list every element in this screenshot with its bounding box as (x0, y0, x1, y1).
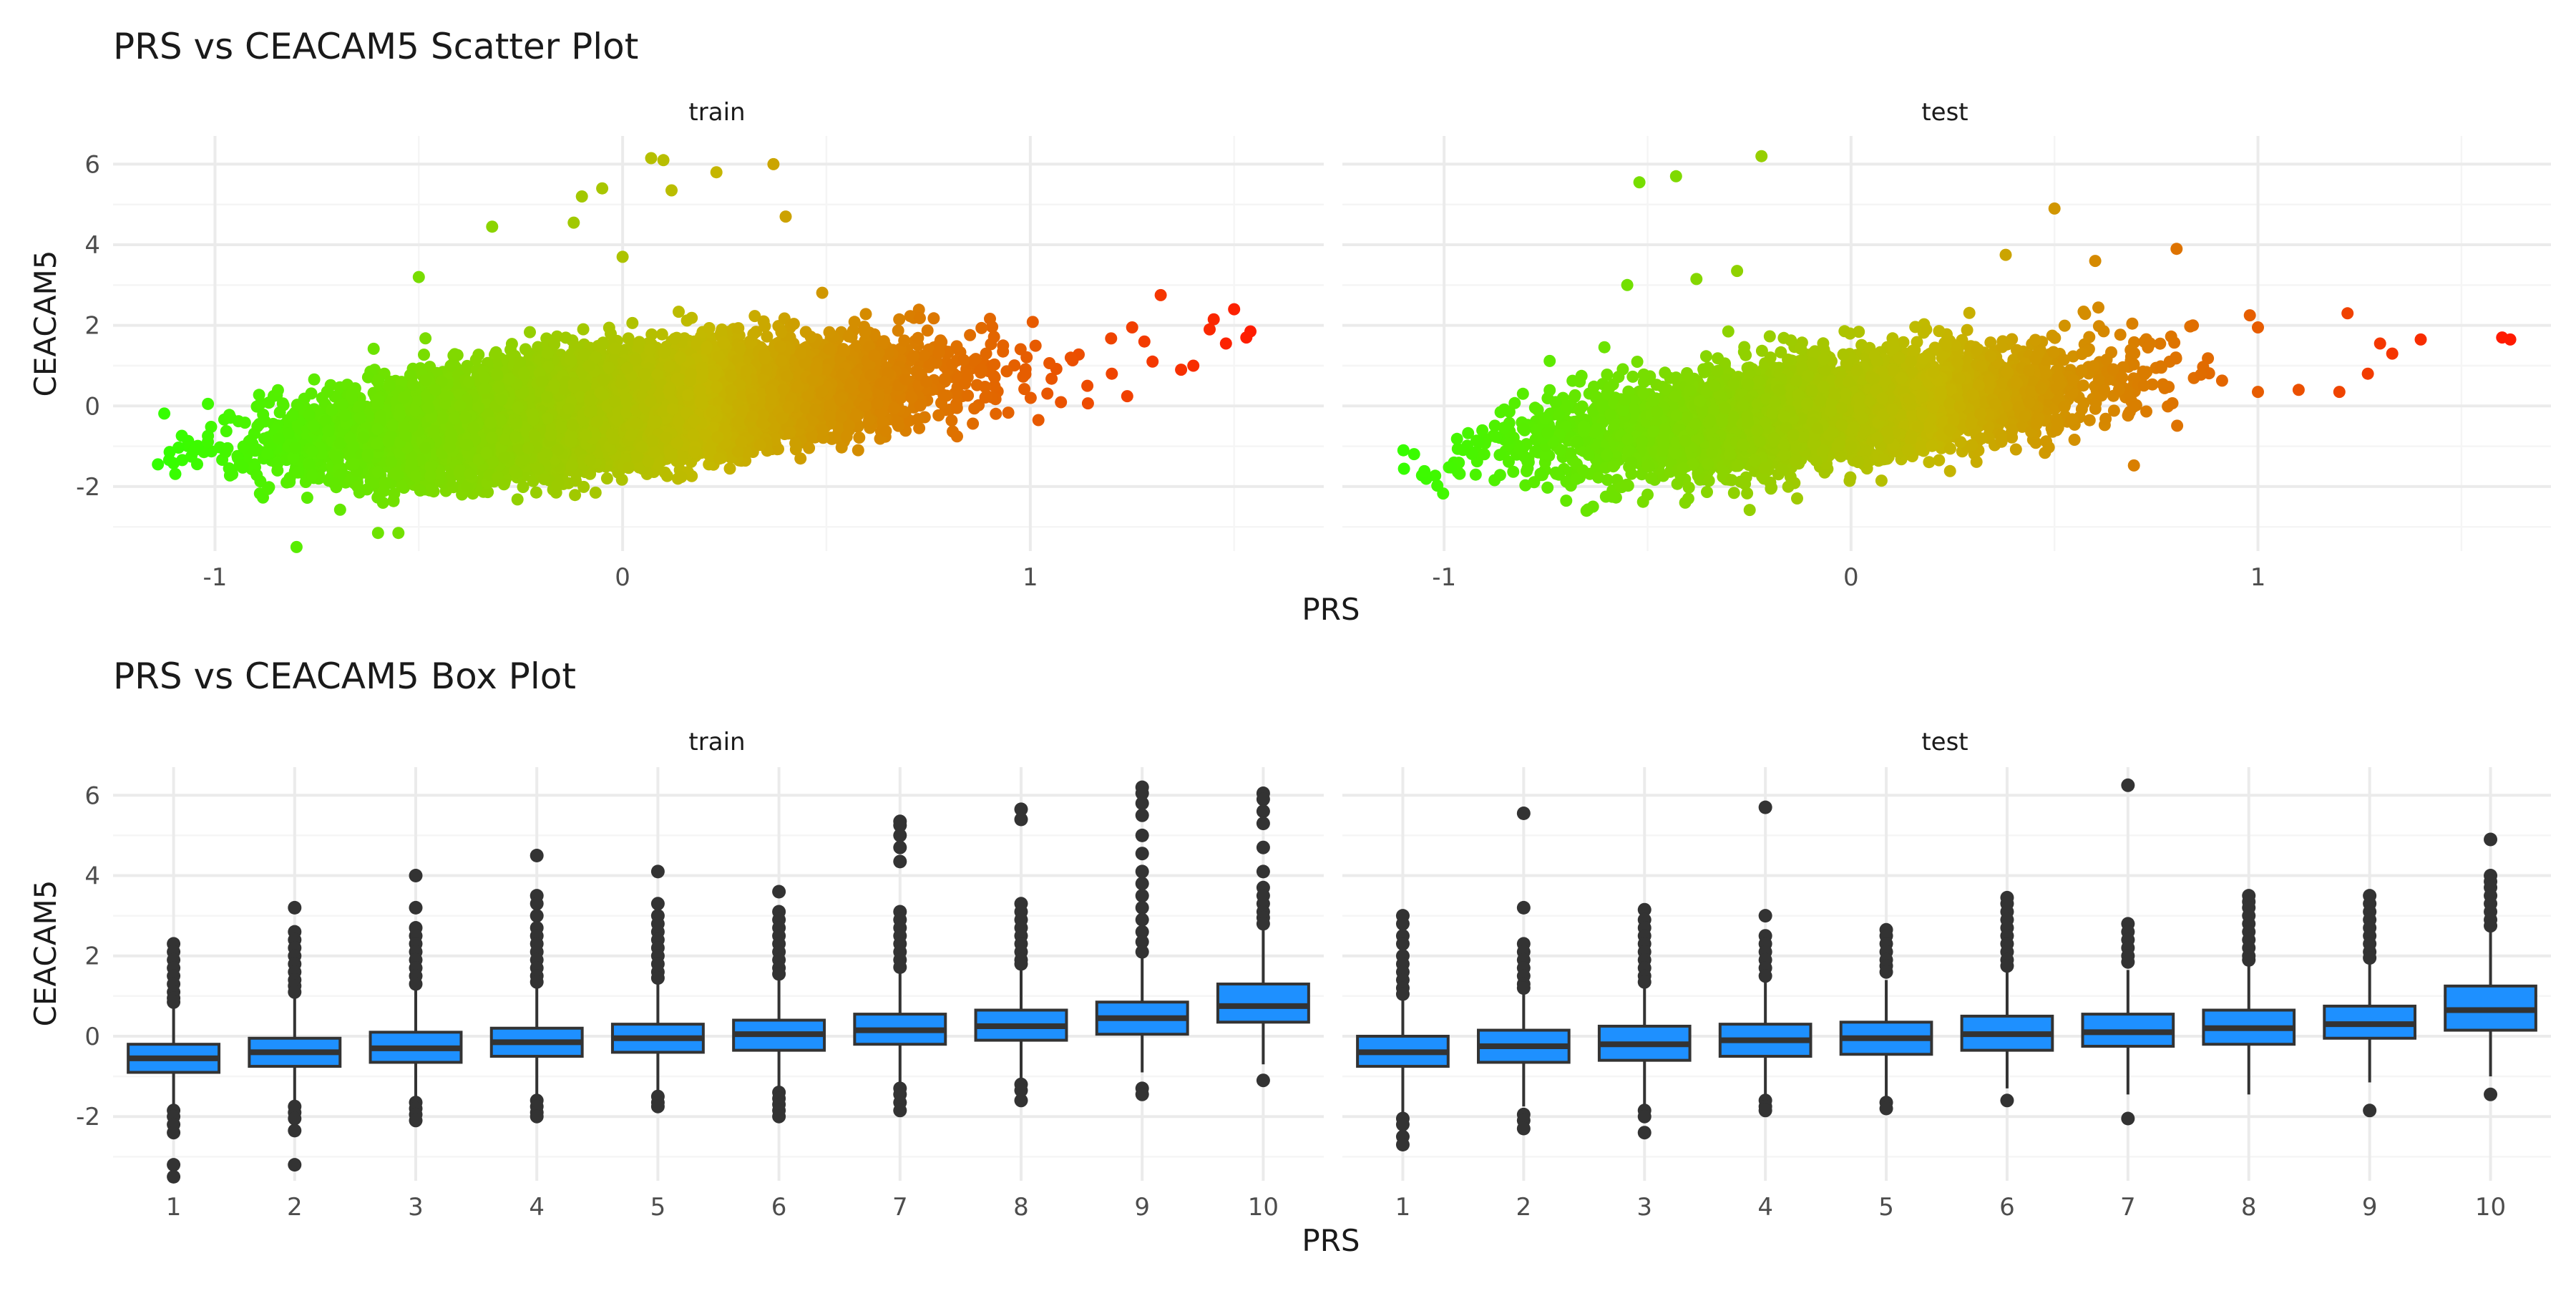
scatter-train-point (922, 324, 934, 336)
scatter-train-point (202, 398, 214, 410)
scatter-train-point (623, 332, 635, 344)
scatter-train-point (512, 493, 524, 505)
scatter-train-y-tick-label: 4 (84, 231, 100, 260)
scatter-train-point (1082, 397, 1094, 409)
scatter-strip-label-train: train (688, 98, 745, 127)
scatter-train-point (980, 348, 992, 360)
scatter-train-point (253, 389, 265, 401)
scatter-train-y-tick-label: -2 (76, 473, 100, 502)
scatter-train-point (1030, 340, 1042, 352)
scatter-train-point (1041, 388, 1053, 400)
scatter-train-y-tick-label: 6 (84, 150, 100, 179)
scatter-train-x-tick-label: 1 (1023, 563, 1038, 592)
scatter-train-x-tick-label: 0 (615, 563, 630, 592)
scatter-plot-title: PRS vs CEACAM5 Scatter Plot (113, 26, 638, 67)
scatter-train-y-tick-label: 0 (84, 392, 100, 421)
scatter-train-point (301, 492, 313, 504)
scatter-train-x-tick-label: -1 (203, 563, 227, 592)
scatter-train-point (964, 329, 976, 341)
scatter-train-point (388, 495, 400, 507)
scatter-train-point (945, 414, 957, 427)
scatter-train-y-tick-label: 2 (84, 312, 100, 341)
scatter-train-point (1002, 406, 1015, 419)
scatter-train-point (577, 323, 590, 336)
scatter-train-point (860, 308, 872, 320)
scatter-train-point (306, 387, 318, 399)
scatter-train-point (530, 487, 542, 499)
scatter-train-point (1000, 365, 1013, 377)
